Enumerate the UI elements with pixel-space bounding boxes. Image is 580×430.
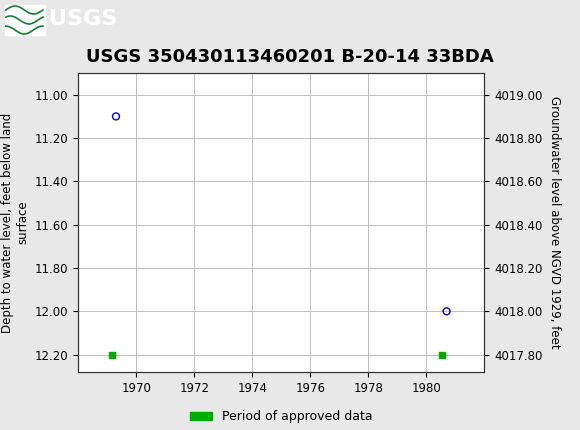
Text: USGS: USGS	[49, 9, 118, 29]
Point	[107, 351, 117, 358]
Point	[111, 113, 121, 120]
Y-axis label: Groundwater level above NGVD 1929, feet: Groundwater level above NGVD 1929, feet	[548, 96, 561, 349]
FancyBboxPatch shape	[5, 5, 45, 35]
Y-axis label: Depth to water level, feet below land
surface: Depth to water level, feet below land su…	[1, 112, 30, 333]
Point	[442, 308, 451, 315]
Legend: Period of approved data: Period of approved data	[185, 405, 378, 428]
Point	[437, 351, 447, 358]
Text: USGS 350430113460201 B-20-14 33BDA: USGS 350430113460201 B-20-14 33BDA	[86, 48, 494, 65]
